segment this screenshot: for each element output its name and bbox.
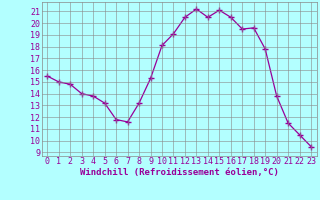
X-axis label: Windchill (Refroidissement éolien,°C): Windchill (Refroidissement éolien,°C): [80, 168, 279, 177]
